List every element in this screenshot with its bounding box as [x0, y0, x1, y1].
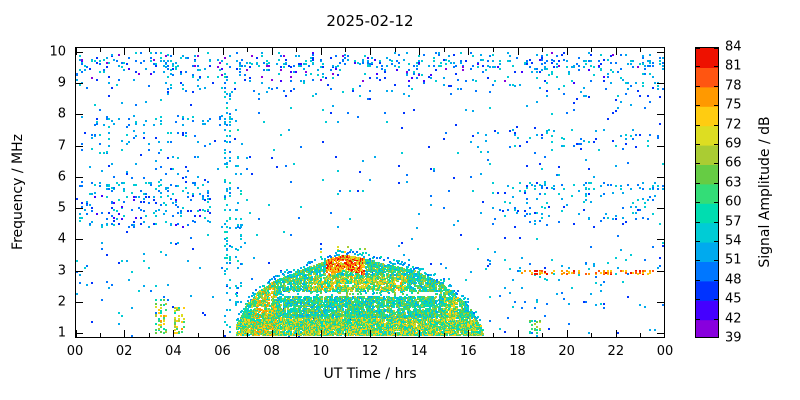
spectrogram-plot-canvas: [75, 47, 665, 338]
x-tick-label: 00: [66, 344, 84, 359]
chart-title: 2025-02-12: [326, 12, 414, 30]
colorbar-tick-label: 78: [725, 78, 742, 94]
x-tick-label: 12: [361, 344, 379, 359]
y-tick-label: 6: [57, 169, 66, 185]
colorbar-tick-label: 63: [725, 175, 742, 191]
x-tick-label: 22: [607, 344, 625, 359]
y-tick-label: 4: [57, 231, 66, 247]
colorbar-tick-label: 75: [725, 97, 742, 113]
y-tick-label: 2: [57, 294, 66, 310]
x-tick-label: 16: [460, 344, 477, 359]
colorbar-tick-label: 81: [725, 58, 742, 74]
x-tick-label: 06: [214, 344, 231, 359]
colorbar-tick-label: 66: [725, 155, 742, 171]
y-tick-label: 3: [57, 263, 66, 279]
x-tick-label: 14: [410, 344, 428, 359]
colorbar-tick-label: 54: [725, 233, 742, 249]
colorbar-tick-label: 45: [725, 291, 742, 307]
y-tick-label: 10: [49, 44, 66, 60]
colorbar-tick-label: 84: [725, 39, 742, 55]
y-axis-label: Frequency / MHz: [10, 134, 26, 250]
colorbar-tick-label: 39: [725, 330, 742, 346]
x-tick-label: 02: [115, 344, 133, 359]
colorbar-tick-label: 57: [725, 214, 742, 230]
colorbar-tick-label: 69: [725, 136, 742, 152]
y-tick-label: 8: [57, 106, 66, 122]
colorbar-tick-label: 72: [725, 117, 742, 133]
y-tick-label: 1: [57, 325, 66, 341]
colorbar-tick-label: 51: [725, 252, 742, 268]
x-tick-label: 08: [263, 344, 280, 359]
colorbar-label: Signal Amplitude / dB: [757, 116, 773, 268]
x-tick-label: 04: [165, 344, 182, 359]
x-tick-label: 20: [558, 344, 575, 359]
colorbar-tick-label: 60: [725, 194, 742, 210]
colorbar-tick-label: 48: [725, 272, 742, 288]
x-axis-label: UT Time / hrs: [323, 366, 417, 382]
x-tick-label: 10: [312, 344, 330, 359]
colorbar-canvas: [695, 47, 719, 338]
colorbar-tick-label: 42: [725, 311, 742, 327]
x-tick-label: 18: [509, 344, 526, 359]
y-tick-label: 9: [57, 75, 66, 91]
y-tick-label: 7: [57, 138, 66, 154]
y-tick-label: 5: [57, 200, 66, 216]
x-tick-label: 00: [656, 344, 674, 359]
